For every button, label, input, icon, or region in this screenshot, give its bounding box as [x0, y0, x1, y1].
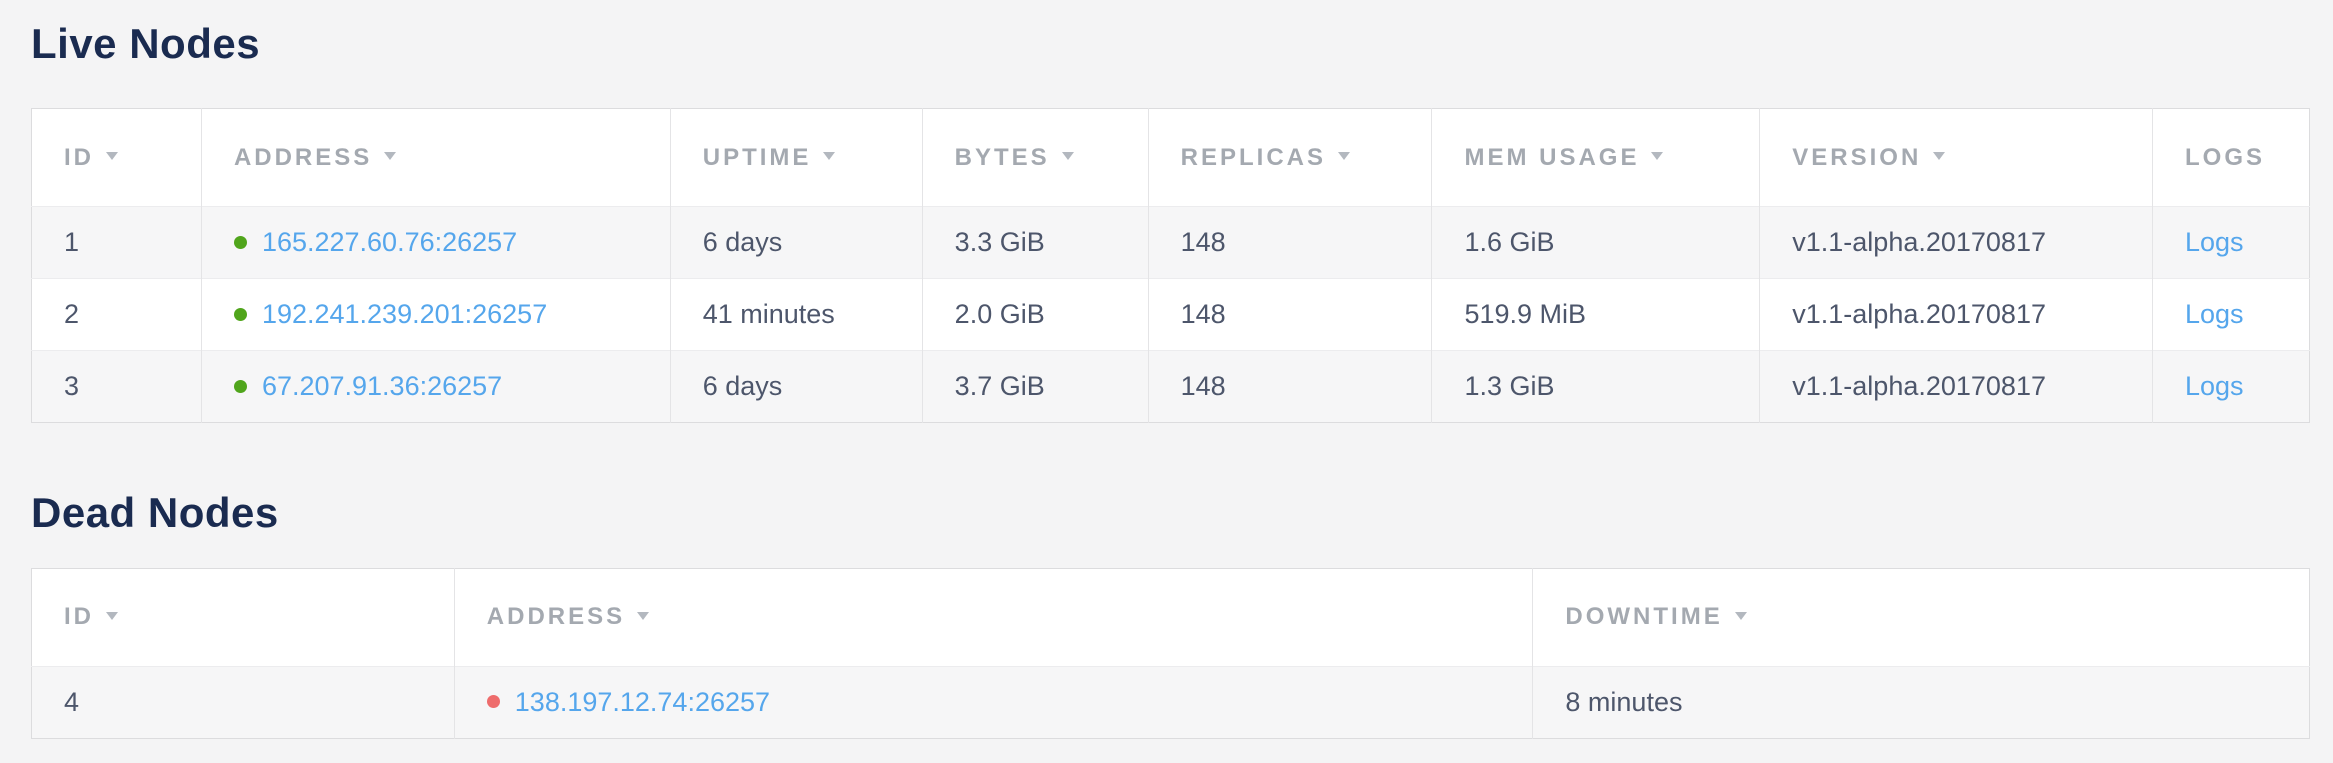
node-bytes-cell: 3.7 GiB: [921, 350, 1149, 423]
live-status-icon: [233, 235, 247, 249]
column-header-label: LOGS: [2184, 143, 2265, 171]
sort-arrow-icon: [106, 152, 118, 161]
node-address-cell: 67.207.91.36:26257: [200, 350, 671, 423]
node-logs-cell: Logs: [2151, 350, 2310, 423]
live-nodes-header-row: ID ADDRESS UPTIME BYTES REPLICAS MEM USA…: [31, 108, 2310, 207]
node-logs-cell: Logs: [2151, 206, 2310, 279]
sort-arrow-icon: [637, 611, 650, 620]
node-downtime-cell: 8 minutes: [1532, 666, 2310, 739]
node-mem-usage-cell: 1.6 GiB: [1431, 206, 1760, 279]
dead-nodes-table: ID ADDRESS DOWNTIME 4 138.197.12.74:2625…: [31, 567, 2310, 739]
node-address-link[interactable]: 192.241.239.201:26257: [261, 299, 548, 330]
node-replicas-cell: 148: [1147, 278, 1432, 351]
node-uptime-cell: 6 days: [669, 206, 923, 279]
column-header-label: ADDRESS: [233, 143, 373, 171]
node-id-cell: 2: [64, 299, 80, 330]
column-header-downtime[interactable]: DOWNTIME: [1532, 568, 2310, 667]
column-header-label: ID: [64, 603, 94, 631]
column-header-label: REPLICAS: [1180, 143, 1326, 171]
column-header-logs: LOGS: [2151, 108, 2310, 207]
live-nodes-table: ID ADDRESS UPTIME BYTES REPLICAS MEM USA…: [31, 108, 2310, 424]
sort-arrow-icon: [823, 152, 836, 161]
sort-arrow-icon: [106, 611, 118, 620]
logs-link[interactable]: Logs: [2184, 371, 2244, 402]
column-header-label: BYTES: [954, 143, 1050, 171]
node-mem-usage-cell: 519.9 MiB: [1431, 278, 1760, 351]
column-header-address[interactable]: ADDRESS: [200, 108, 671, 207]
sort-arrow-icon: [1338, 152, 1350, 161]
logs-link[interactable]: Logs: [2184, 299, 2244, 330]
node-mem-usage-cell: 1.3 GiB: [1431, 350, 1760, 423]
live-status-icon: [233, 307, 247, 321]
sort-arrow-icon: [1734, 611, 1747, 620]
column-header-label: ADDRESS: [486, 603, 626, 631]
table-row: 1 165.227.60.76:26257 6 days 3.3 GiB 148…: [31, 206, 2310, 279]
dead-nodes-header-row: ID ADDRESS DOWNTIME: [31, 568, 2310, 667]
dead-status-icon: [486, 694, 500, 708]
column-header-label: UPTIME: [702, 143, 812, 171]
node-uptime-cell: 41 minutes: [669, 278, 923, 351]
node-address-cell: 192.241.239.201:26257: [200, 278, 671, 351]
column-header-replicas[interactable]: REPLICAS: [1147, 108, 1432, 207]
node-address-link[interactable]: 165.227.60.76:26257: [261, 227, 518, 258]
table-row: 2 192.241.239.201:26257 41 minutes 2.0 G…: [31, 278, 2310, 351]
node-address-cell: 165.227.60.76:26257: [200, 206, 671, 279]
sort-arrow-icon: [1651, 152, 1664, 161]
node-version-cell: v1.1-alpha.20170817: [1759, 278, 2153, 351]
sort-arrow-icon: [384, 152, 397, 161]
nodes-page: Live Nodes ID ADDRESS UPTIME BYTES REPLI…: [31, 20, 2310, 739]
logs-link[interactable]: Logs: [2184, 227, 2244, 258]
node-version-cell: v1.1-alpha.20170817: [1759, 206, 2153, 279]
table-row: 3 67.207.91.36:26257 6 days 3.7 GiB 148 …: [31, 350, 2310, 423]
column-header-mem-usage[interactable]: MEM USAGE: [1431, 108, 1760, 207]
node-id-cell: 3: [64, 371, 80, 402]
node-address-link[interactable]: 67.207.91.36:26257: [261, 371, 503, 402]
column-header-label: DOWNTIME: [1565, 603, 1723, 631]
live-nodes-title: Live Nodes: [31, 20, 261, 67]
dead-nodes-title: Dead Nodes: [31, 489, 279, 537]
column-header-version[interactable]: VERSION: [1759, 108, 2153, 207]
node-uptime-cell: 6 days: [669, 350, 923, 423]
column-header-bytes[interactable]: BYTES: [921, 108, 1149, 207]
node-version-cell: v1.1-alpha.20170817: [1759, 350, 2153, 423]
column-header-id[interactable]: ID: [31, 568, 455, 667]
table-row: 4 138.197.12.74:26257 8 minutes: [31, 666, 2310, 739]
node-replicas-cell: 148: [1147, 350, 1432, 423]
column-header-address[interactable]: ADDRESS: [453, 568, 1533, 667]
node-id-cell: 4: [64, 686, 80, 717]
node-replicas-cell: 148: [1147, 206, 1432, 279]
node-address-link[interactable]: 138.197.12.74:26257: [514, 686, 771, 717]
column-header-id[interactable]: ID: [31, 108, 202, 207]
sort-arrow-icon: [1061, 152, 1074, 161]
column-header-label: MEM USAGE: [1464, 143, 1640, 171]
live-status-icon: [233, 379, 247, 393]
sort-arrow-icon: [1933, 152, 1946, 161]
node-id-cell: 1: [64, 227, 80, 258]
node-logs-cell: Logs: [2151, 278, 2310, 351]
node-bytes-cell: 2.0 GiB: [921, 278, 1149, 351]
node-address-cell: 138.197.12.74:26257: [453, 666, 1533, 739]
node-bytes-cell: 3.3 GiB: [921, 206, 1149, 279]
column-header-label: ID: [64, 143, 94, 171]
column-header-label: VERSION: [1792, 143, 1922, 171]
column-header-uptime[interactable]: UPTIME: [669, 108, 923, 207]
